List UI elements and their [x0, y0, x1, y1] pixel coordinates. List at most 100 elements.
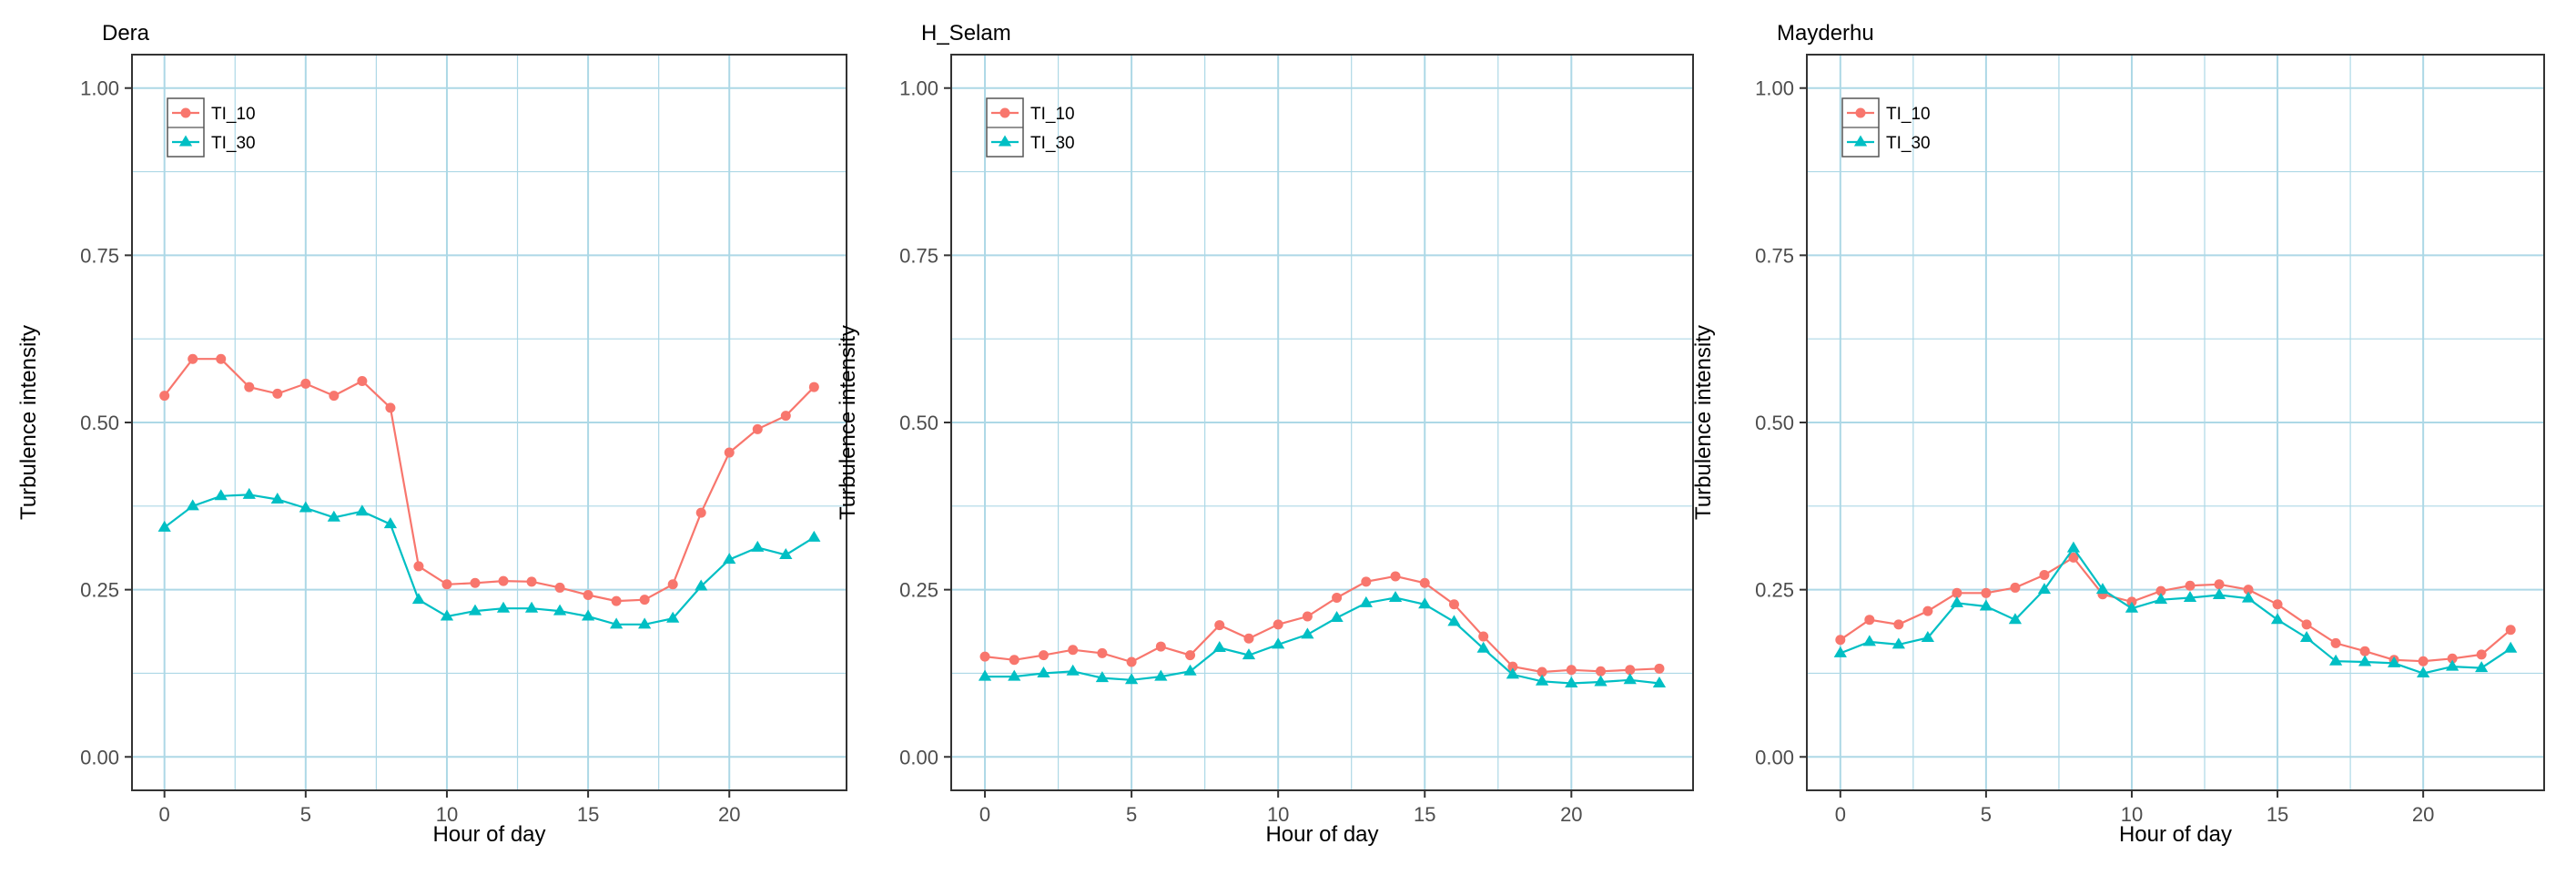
- y-axis-label: Turbulence intensity: [1691, 325, 1716, 520]
- data-point-ti_10: [639, 595, 650, 605]
- data-point-ti_30: [978, 669, 992, 681]
- data-point-ti_10: [752, 423, 763, 434]
- y-tick-label: 0.75: [1755, 244, 1794, 267]
- data-point-ti_10: [1922, 605, 1933, 616]
- data-point-ti_10: [695, 507, 706, 518]
- x-tick-label: 15: [577, 803, 599, 826]
- legend-marker-ti_30: [998, 135, 1012, 147]
- data-point-ti_30: [242, 487, 256, 499]
- data-point-ti_30: [2270, 613, 2285, 625]
- data-point-ti_30: [666, 611, 680, 623]
- data-point-ti_10: [188, 353, 198, 364]
- data-point-ti_30: [1950, 595, 1964, 607]
- data-point-ti_10: [2243, 585, 2254, 595]
- data-point-ti_30: [1183, 664, 1197, 676]
- data-point-ti_10: [1185, 650, 1196, 661]
- data-point-ti_10: [1596, 666, 1607, 677]
- y-tick-label: 0.00: [899, 746, 938, 768]
- data-point-ti_10: [1654, 663, 1665, 674]
- data-point-ti_10: [385, 402, 396, 413]
- x-tick-label: 0: [1835, 803, 1846, 826]
- data-point-ti_10: [159, 391, 170, 402]
- data-point-ti_10: [554, 582, 565, 593]
- data-point-ti_30: [1979, 599, 1993, 611]
- data-point-ti_10: [413, 561, 424, 572]
- data-point-ti_10: [1835, 635, 1846, 646]
- data-point-ti_30: [1388, 590, 1403, 602]
- legend-label: TI_30: [211, 134, 256, 153]
- data-point-ti_10: [1214, 620, 1225, 631]
- data-point-ti_30: [1891, 637, 1905, 649]
- data-point-ti_10: [1566, 665, 1577, 676]
- legend-label: TI_10: [1886, 105, 1931, 124]
- data-point-ti_30: [695, 579, 708, 591]
- data-point-ti_10: [1448, 599, 1459, 610]
- data-point-ti_30: [723, 553, 736, 565]
- data-point-ti_10: [1361, 576, 1372, 587]
- legend-label: TI_10: [1030, 105, 1075, 124]
- x-tick-label: 5: [1981, 803, 1992, 826]
- data-point-ti_30: [1242, 648, 1256, 660]
- legend-label: TI_30: [1886, 134, 1931, 153]
- data-point-ti_10: [300, 378, 311, 389]
- data-point-ti_30: [2387, 656, 2401, 667]
- data-point-ti_30: [2475, 661, 2489, 673]
- data-point-ti_30: [1506, 667, 1520, 679]
- data-point-ti_30: [2066, 541, 2081, 553]
- data-point-ti_10: [2476, 649, 2487, 660]
- data-point-ti_10: [1068, 645, 1079, 656]
- data-point-ti_30: [270, 492, 284, 504]
- data-point-ti_30: [2037, 583, 2052, 595]
- data-point-ti_30: [2504, 641, 2518, 653]
- data-point-ti_10: [1332, 592, 1343, 603]
- legend-label: TI_10: [211, 105, 256, 124]
- data-point-ti_30: [468, 604, 482, 616]
- data-point-ti_30: [383, 517, 398, 529]
- data-point-ti_30: [2417, 666, 2430, 677]
- panel-title: H_Selam: [921, 21, 1011, 46]
- data-point-ti_30: [2358, 655, 2372, 666]
- data-point-ti_10: [1864, 615, 1875, 626]
- data-point-ti_30: [1447, 615, 1461, 626]
- data-point-ti_30: [1535, 674, 1549, 686]
- data-point-ti_10: [2185, 580, 2196, 591]
- y-tick-label: 0.25: [80, 579, 119, 602]
- y-tick-label: 0.50: [80, 412, 119, 434]
- data-point-ti_30: [609, 617, 624, 629]
- data-point-ti_10: [2447, 653, 2458, 664]
- y-tick-label: 0.00: [1755, 746, 1794, 768]
- data-point-ti_30: [411, 593, 426, 605]
- data-point-ti_30: [496, 601, 511, 613]
- x-tick-label: 0: [159, 803, 170, 826]
- data-point-ti_30: [1921, 631, 1934, 643]
- data-point-ti_10: [1536, 666, 1547, 677]
- data-point-ti_10: [470, 577, 481, 588]
- data-point-ti_30: [440, 609, 454, 621]
- data-point-ti_30: [1330, 610, 1344, 622]
- x-tick-label: 20: [718, 803, 740, 826]
- x-tick-label: 0: [979, 803, 990, 826]
- data-point-ti_30: [2299, 631, 2314, 643]
- data-point-ti_30: [2095, 583, 2110, 595]
- data-point-ti_30: [1124, 673, 1139, 685]
- legend-marker-ti_10: [999, 107, 1010, 118]
- data-point-ti_10: [272, 388, 283, 399]
- data-point-ti_30: [186, 499, 199, 511]
- data-point-ti_30: [1652, 676, 1667, 687]
- data-point-ti_30: [214, 489, 228, 501]
- x-tick-label: 20: [2412, 803, 2434, 826]
- data-point-ti_10: [1507, 661, 1518, 672]
- data-point-ti_10: [1273, 619, 1283, 630]
- data-point-ti_30: [1418, 597, 1432, 609]
- data-point-ti_30: [2008, 613, 2023, 625]
- x-tick-label: 10: [1267, 803, 1289, 826]
- data-point-ti_10: [1038, 650, 1049, 661]
- data-point-ti_30: [2125, 601, 2139, 613]
- panel-3: Mayderhu TI_10 TI_30 0.00 0.25 0.50 0.75 1.00 0 5…: [1691, 21, 2545, 847]
- data-point-ti_10: [724, 447, 735, 458]
- data-point-ti_30: [1154, 669, 1168, 681]
- data-point-ti_10: [1952, 587, 1962, 598]
- data-point-ti_30: [2183, 590, 2197, 602]
